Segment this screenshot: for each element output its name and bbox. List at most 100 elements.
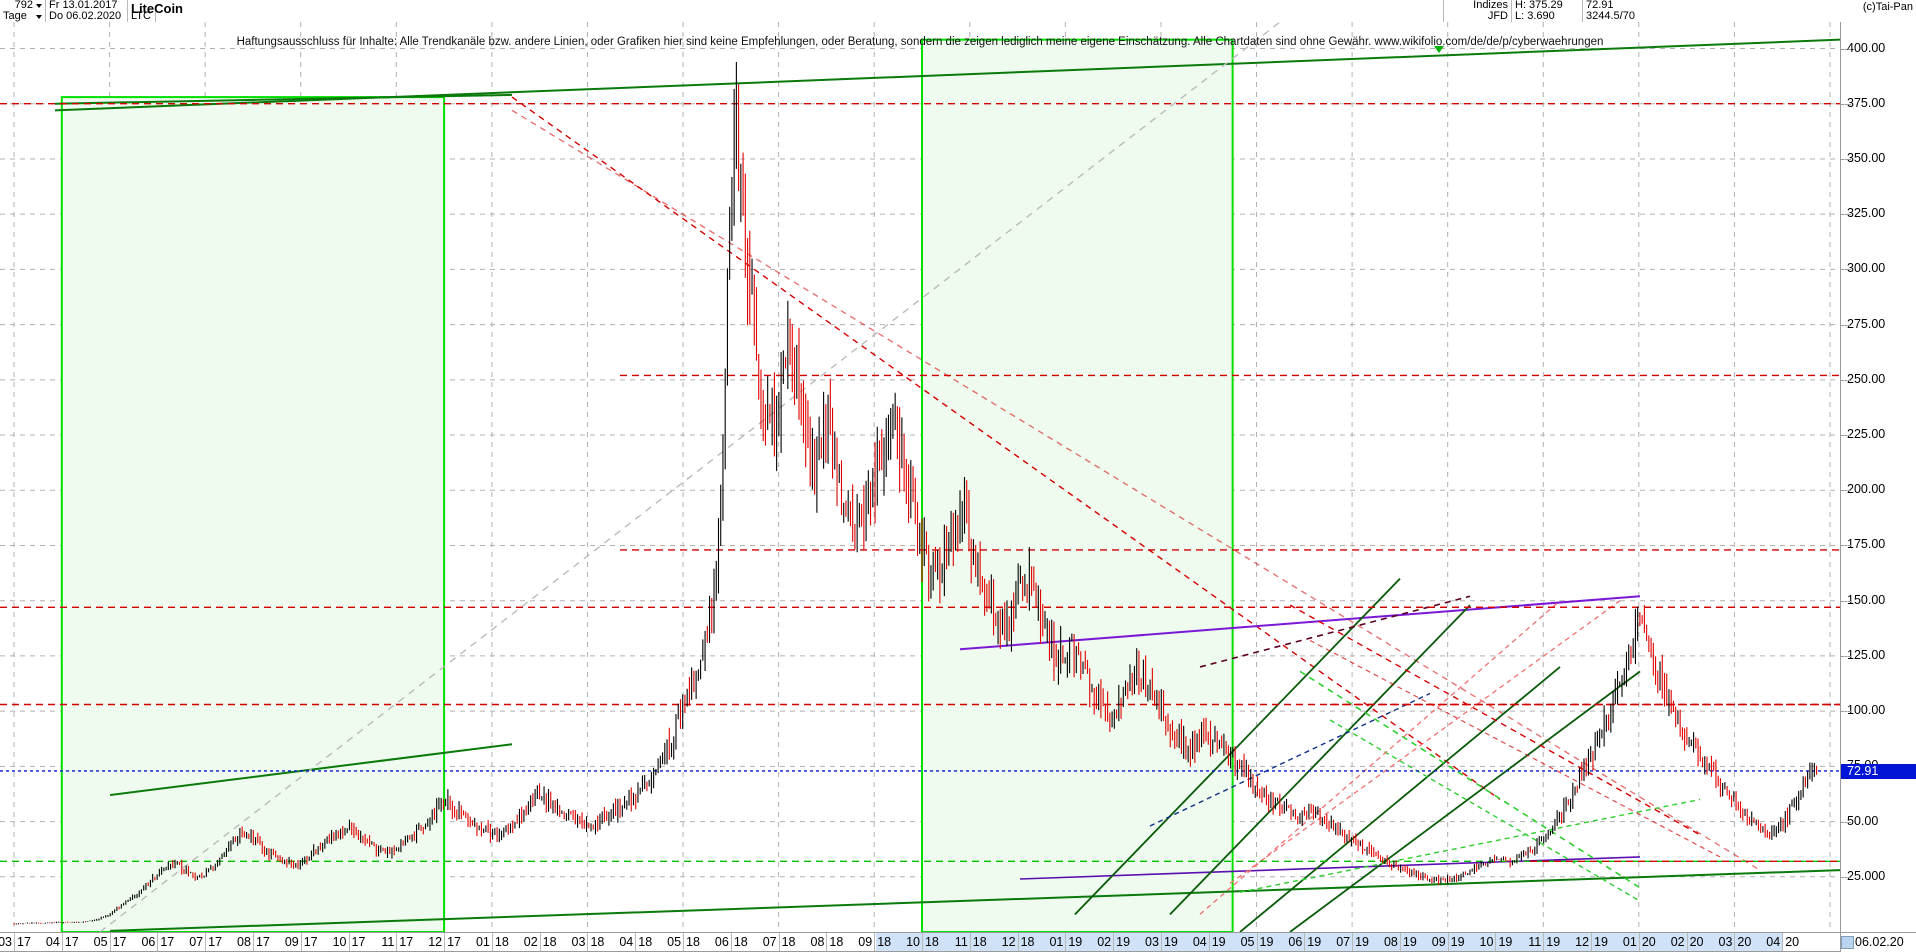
date-axis-separator: [444, 933, 446, 951]
source-value: JFD: [1443, 11, 1511, 22]
header-right-group: Indizes JFD H: 375.29 L: 3.690 72.91 324…: [1443, 0, 1916, 22]
date-axis-separator: [348, 933, 350, 951]
price-bar-layer: [13, 61, 1818, 925]
symbol-field[interactable]: LTC: [128, 11, 156, 22]
date-tick-year: 18: [877, 935, 892, 949]
date-axis-separator: [874, 933, 876, 951]
highlight-box-layer: [60, 38, 1234, 932]
chevron-down-icon-2[interactable]: [36, 15, 42, 19]
date-tick-label: 11 19: [1495, 933, 1560, 951]
date-axis-corner: L 06.02.20: [1840, 932, 1916, 952]
date-axis-separator: [252, 933, 254, 951]
date-axis-separator: [1160, 933, 1162, 951]
price-tick-mark: [1841, 379, 1851, 381]
last-price-value: 72.91: [1582, 0, 1702, 11]
date-axis-selection[interactable]: [876, 933, 1783, 951]
price-tick-mark: [1841, 876, 1851, 878]
date-tick-year: 17: [255, 935, 270, 949]
date-from-field[interactable]: Fr 13.01.2017: [46, 0, 128, 11]
date-tick-month: 05: [93, 935, 108, 949]
price-tick-mark: [1841, 600, 1851, 602]
date-tick-month: 03: [0, 935, 12, 949]
date-tick-label: 11 17: [349, 933, 413, 951]
date-axis-separator: [969, 933, 971, 951]
date-tick-label: 12 17: [396, 933, 461, 951]
date-axis-separator: [396, 933, 398, 951]
date-tick-year: 19: [1355, 935, 1369, 949]
price-tick-mark: [1841, 158, 1851, 160]
date-to-field[interactable]: Do 06.02.2020: [46, 11, 128, 22]
price-tick-mark: [1841, 269, 1851, 271]
price-tick-label: 250.00: [1847, 371, 1886, 386]
price-tick-label: 50.00: [1847, 813, 1879, 828]
date-tick-year: 17: [447, 935, 461, 949]
date-tick-month: 05: [1240, 935, 1255, 949]
date-tick-month: 07: [189, 935, 204, 949]
date-tick-year: 17: [399, 935, 414, 949]
date-tick-month: 06: [1288, 935, 1303, 949]
date-tick-month: 06: [141, 935, 156, 949]
date-axis-separator: [1208, 933, 1210, 951]
date-tick-year: 19: [1402, 935, 1417, 949]
date-tick-month: 08: [810, 935, 825, 949]
date-axis-separator: [635, 933, 637, 951]
price-tick-label: 400.00: [1847, 40, 1886, 55]
color-swatch-icon: [1841, 936, 1854, 949]
trendline-layer: [54, 22, 1840, 932]
date-axis-separator: [109, 933, 111, 951]
date-tick-label: 02 19: [1065, 933, 1130, 951]
date-axis-separator: [205, 933, 207, 951]
date-tick-label: 01 20: [1591, 933, 1656, 951]
date-tick-month: 03: [1145, 935, 1159, 949]
date-axis-separator: [1304, 933, 1306, 951]
date-tick-year: 18: [829, 935, 844, 949]
chart-plot-area[interactable]: [0, 22, 1840, 932]
date-tick-label: 12 19: [1543, 933, 1608, 951]
price-axis[interactable]: 400.00 375.00 350.00 325.00 300.00 275.00 250.…: [1840, 22, 1916, 932]
date-axis-separator: [1065, 933, 1067, 951]
date-tick-label: 10 19: [1448, 933, 1513, 951]
price-tick-label: 150.00: [1847, 592, 1886, 607]
chevron-down-icon[interactable]: [36, 4, 42, 8]
date-axis-separator: [157, 933, 159, 951]
date-axis-separator: [1591, 933, 1593, 951]
interval-value: Tage: [3, 10, 27, 22]
date-tick-year: 17: [17, 935, 31, 949]
date-tick-label: 06 19: [1257, 933, 1321, 951]
date-axis-separator: [539, 933, 541, 951]
date-tick-label: 04 19: [1161, 933, 1226, 951]
price-tick-label: 350.00: [1847, 150, 1886, 165]
date-tick-label: 04 17: [14, 933, 79, 951]
price-tick-mark: [1841, 545, 1851, 547]
date-tick-month: 08: [237, 935, 251, 949]
bars-count-field[interactable]: 792: [0, 0, 46, 11]
price-tick-mark: [1841, 103, 1851, 105]
date-tick-label: 07 18: [731, 933, 796, 951]
date-axis[interactable]: 03 17 04 17 05 17 06 17 07 17 08 17 09 17 10 17 11 17 12 17…: [0, 932, 1840, 952]
date-tick-month: 09: [858, 935, 873, 949]
date-tick-month: 01: [1049, 935, 1064, 949]
date-tick-month: 10: [332, 935, 347, 949]
date-tick-month: 04: [1192, 935, 1207, 949]
source-label: Indizes: [1443, 0, 1511, 11]
date-tick-month: 11: [954, 935, 968, 949]
date-axis-separator: [1686, 933, 1688, 951]
toolbar-header: 792 Fr 13.01.2017 Tage Do 06.02.2020 LTC…: [0, 0, 1916, 23]
date-axis-separator: [1638, 933, 1640, 951]
price-tick-mark: [1841, 711, 1851, 713]
date-axis-separator: [1734, 933, 1736, 951]
volume-value: 3244.5/70: [1582, 11, 1702, 22]
date-tick-month: 08: [1383, 935, 1398, 949]
date-axis-separator: [826, 933, 828, 951]
date-tick-month: 04: [619, 935, 634, 949]
date-tick-year: 17: [64, 935, 79, 949]
date-tick-label: 04 18: [587, 933, 652, 951]
date-tick-year: 17: [112, 935, 127, 949]
date-tick-month: 02: [523, 935, 538, 949]
interval-field[interactable]: Tage: [0, 11, 46, 22]
bars-count-value: 792: [14, 0, 33, 11]
date-axis-separator: [922, 933, 923, 951]
price-tick-label: 25.000: [1847, 868, 1886, 883]
date-axis-separator: [14, 933, 15, 951]
date-tick-year: 19: [1068, 935, 1083, 949]
